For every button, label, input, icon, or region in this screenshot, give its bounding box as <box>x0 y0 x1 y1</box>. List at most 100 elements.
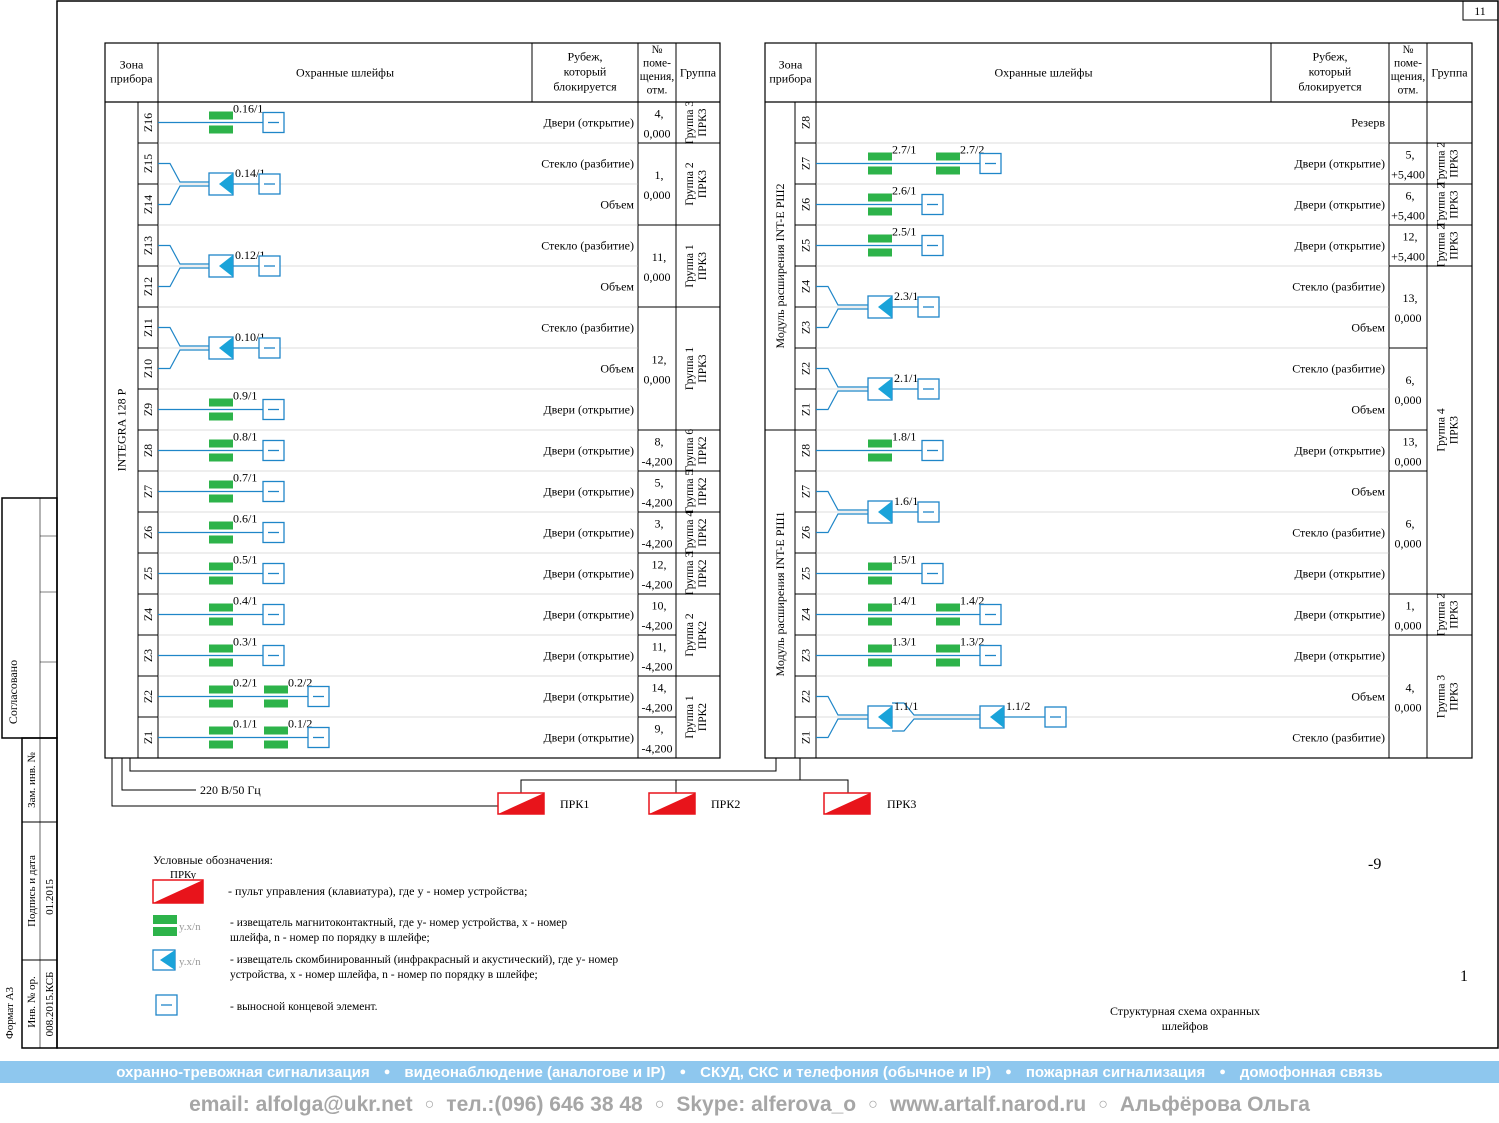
room-value: 12, <box>652 353 667 367</box>
zone-label: Z8 <box>799 116 813 129</box>
combined-detector-icon <box>878 706 892 728</box>
header-loops: Охранные шлейфы <box>296 66 394 80</box>
power-label: 220 В/50 Гц <box>200 783 261 797</box>
room-value: 6, <box>1406 189 1415 203</box>
magnet-contact-icon <box>209 453 233 462</box>
banner-item: домофонная связь <box>1239 1063 1383 1081</box>
contact-email[interactable]: email: alfolga@ukr.net <box>189 1093 413 1116</box>
room-value: 11, <box>652 640 667 654</box>
magnet-contact-icon <box>209 125 233 134</box>
magnet-contact-icon <box>936 603 960 612</box>
header-zone: Зона <box>779 58 803 72</box>
magnet-contact-icon <box>868 644 892 653</box>
circle-separator-icon: ○ <box>868 1096 878 1113</box>
boundary-label: Двери (открытие) <box>1295 649 1386 663</box>
boundary-label: Стекло (разбитие) <box>541 157 634 171</box>
security-loop: 1.4/1 1.4/2 <box>816 594 1002 626</box>
zone-label: Z2 <box>141 690 155 703</box>
group-value: ПРК3 <box>697 252 709 280</box>
keypad-label: ПРК2 <box>711 797 740 811</box>
room-value: -4,200 <box>642 496 673 510</box>
room-value: +5,400 <box>1391 168 1425 182</box>
room-value: -4,200 <box>642 455 673 469</box>
security-loop: 1.8/1 <box>816 430 944 462</box>
security-loop: 2.7/1 2.7/2 <box>816 143 1002 175</box>
stamp-title: Структурная схема охранных <box>1110 1004 1260 1018</box>
room-value: 14, <box>652 681 667 695</box>
zone-label: Z2 <box>799 690 813 703</box>
stamp-doc-code: 008.2015.КСБ <box>44 972 56 1037</box>
detector-label: 2.7/2 <box>960 143 984 157</box>
zone-label: Z6 <box>141 526 155 539</box>
header-room: поме- <box>643 58 671 70</box>
boundary-label: Двери (открытие) <box>544 485 635 499</box>
detector-label: 1.3/2 <box>960 635 984 649</box>
legend-magnet-text: - извещатель магнитоконтактный, где у- н… <box>230 917 567 929</box>
room-value: 13, <box>1403 435 1418 449</box>
group-value: Группа 5 <box>684 470 696 514</box>
detector-label: 2.6/1 <box>892 184 916 198</box>
magnet-contact-icon <box>868 234 892 243</box>
circle-separator-icon: ○ <box>654 1096 665 1113</box>
contact-skype: Skype: alferova_o <box>676 1093 857 1116</box>
bullet-icon: ● <box>383 1066 391 1078</box>
group-value: ПРК2 <box>697 436 709 464</box>
magnet-contact-icon <box>868 658 892 667</box>
loop-wire <box>158 162 209 206</box>
zone-label: Z6 <box>799 198 813 211</box>
boundary-label: Объем <box>1351 321 1385 335</box>
magnet-contact-icon <box>868 562 892 571</box>
detector-label: 0.4/1 <box>233 594 257 608</box>
combined-detector-icon <box>990 706 1004 728</box>
security-loop: 1.6/1 <box>816 490 940 534</box>
detector-label: 0.7/1 <box>233 471 257 485</box>
security-loop: 0.9/1 <box>158 389 285 421</box>
zone-label: Z11 <box>141 318 155 337</box>
combined-detector-icon <box>219 255 233 277</box>
magnet-contact-icon <box>936 152 960 161</box>
header-zone: прибора <box>110 72 153 86</box>
detector-label: 2.7/1 <box>892 143 916 157</box>
magnet-contact-icon <box>209 480 233 489</box>
device-label: INTEGRA 128 P <box>115 388 129 471</box>
room-value: 6, <box>1406 517 1415 531</box>
security-loop: 0.7/1 <box>158 471 285 503</box>
group-value: Группа 3 <box>684 101 696 145</box>
detector-label: 2.3/1 <box>894 289 918 303</box>
contact-name: Альфёрова Ольга <box>1119 1093 1310 1116</box>
room-value: 3, <box>655 517 664 531</box>
room-value: +5,400 <box>1391 209 1425 223</box>
magnet-contact-icon <box>868 248 892 257</box>
header-room: щения, <box>1391 71 1426 83</box>
security-loop: 0.5/1 <box>158 553 285 585</box>
room-value: -4,200 <box>642 537 673 551</box>
legend-title: Условные обозначения: <box>153 853 273 867</box>
room-value: -4,200 <box>642 742 673 756</box>
stamp-inv-orig: Инв. № ор. <box>26 976 38 1028</box>
loop-wire <box>816 285 868 329</box>
detector-label: 2.5/1 <box>892 225 916 239</box>
boundary-label: Двери (открытие) <box>1295 239 1386 253</box>
bus-wire <box>676 758 801 781</box>
magnet-contact-icon <box>264 685 288 694</box>
zone-label: Z14 <box>141 195 155 214</box>
detector-label: 0.10/1 <box>235 330 265 344</box>
stamp-title: шлейфов <box>1162 1019 1209 1033</box>
room-value: 4, <box>1406 681 1415 695</box>
group-value: Группа 4 <box>1436 408 1448 452</box>
magnet-contact-icon <box>209 576 233 585</box>
header-room: поме- <box>1394 58 1422 70</box>
magnet-contact-icon <box>936 166 960 175</box>
security-loop: 1.5/1 <box>816 553 944 585</box>
magnet-contact-icon <box>936 617 960 626</box>
contact-site[interactable]: www.artalf.narod.ru <box>889 1093 1087 1116</box>
room-value: 0,000 <box>1395 619 1422 633</box>
security-loop: 2.5/1 <box>816 225 944 257</box>
group-value: Группа 1 <box>684 695 696 739</box>
group-value: Группа 2 <box>684 162 696 206</box>
combined-detector-icon <box>878 378 892 400</box>
group-value: ПРК2 <box>697 477 709 505</box>
room-value: 13, <box>1403 291 1418 305</box>
magnet-contact-icon <box>209 111 233 120</box>
